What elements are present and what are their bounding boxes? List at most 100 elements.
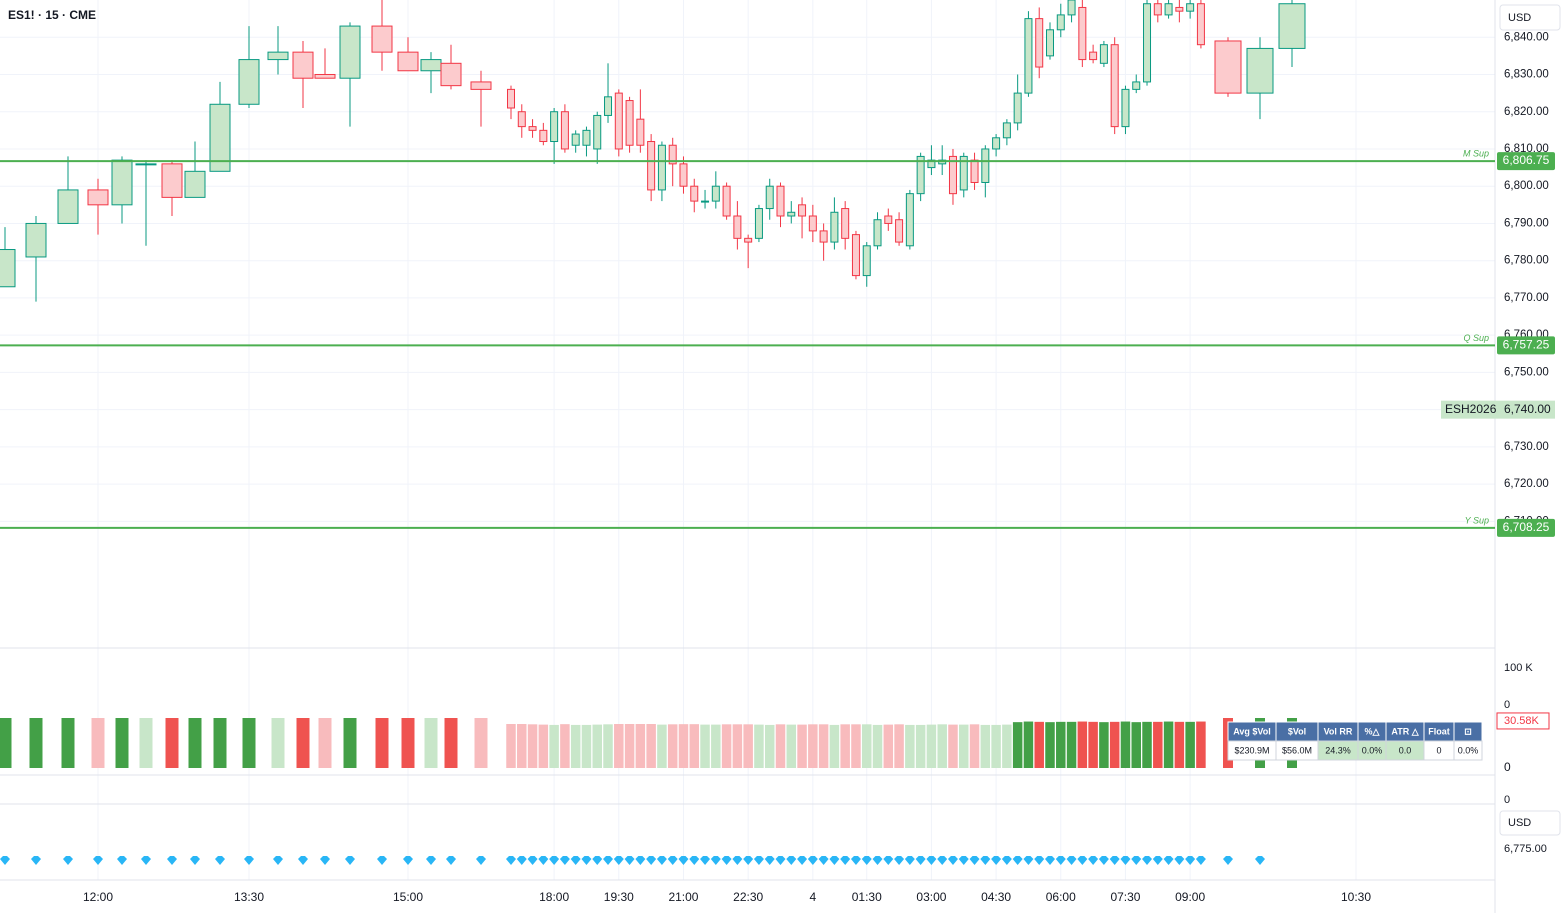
signal-icon bbox=[506, 856, 516, 865]
signal-icon bbox=[1185, 856, 1196, 865]
volume-bar bbox=[614, 724, 624, 768]
pane-tick-label: 0 bbox=[1504, 794, 1510, 806]
table-header: Avg $Vol bbox=[1233, 726, 1271, 736]
signal-icon bbox=[1131, 856, 1142, 865]
volume-bar bbox=[667, 724, 678, 768]
volume-bar bbox=[29, 718, 43, 768]
volume-bar bbox=[1142, 721, 1152, 768]
candle-body bbox=[1110, 44, 1119, 128]
signal-icon bbox=[624, 856, 635, 865]
candle-body bbox=[1186, 3, 1195, 12]
currency-box bbox=[1499, 810, 1561, 836]
chart-title: ES1! · 15 · CME bbox=[8, 8, 96, 22]
signal-icon bbox=[549, 856, 560, 865]
volume-bar bbox=[213, 718, 227, 768]
volume-bar bbox=[948, 724, 958, 768]
signal-icon bbox=[63, 856, 73, 865]
volume-last-label: 30.58K bbox=[1504, 715, 1540, 727]
signal-icon bbox=[850, 856, 861, 865]
volume-bar bbox=[1174, 721, 1185, 768]
signal-icon bbox=[667, 856, 678, 865]
volume-bar bbox=[570, 724, 581, 768]
volume-bar bbox=[549, 724, 559, 768]
volume-bar bbox=[624, 724, 635, 768]
candle-body bbox=[636, 118, 645, 146]
signal-icon bbox=[167, 856, 177, 865]
candle-body bbox=[371, 25, 393, 53]
candle-body bbox=[711, 185, 720, 202]
candle-body bbox=[690, 185, 699, 202]
signal-icon bbox=[1012, 856, 1023, 865]
signal-icon bbox=[117, 856, 127, 865]
signal-icon bbox=[904, 856, 915, 865]
signal-icon bbox=[1088, 856, 1099, 865]
volume-bar bbox=[1066, 721, 1077, 768]
volume-bar bbox=[829, 724, 840, 768]
table-value: $230.9M bbox=[1234, 745, 1269, 755]
y-tick-label: 6,770.00 bbox=[1504, 292, 1549, 304]
signal-icon bbox=[947, 856, 958, 865]
stats-table: Avg $Vol $230.9M $Vol $56.0M Vol RR 24.3% %△ 0.… bbox=[1227, 721, 1483, 761]
candle-body bbox=[970, 159, 979, 183]
volume-bar bbox=[444, 718, 458, 768]
table-header: ⊡ bbox=[1464, 726, 1472, 736]
volume-bar bbox=[959, 724, 969, 768]
signal-icon bbox=[980, 856, 991, 865]
candle-body bbox=[895, 219, 904, 243]
volume-bar bbox=[1131, 722, 1141, 768]
level-label: 6,806.75 bbox=[1503, 153, 1550, 167]
signal-icon bbox=[926, 856, 937, 865]
signal-icon bbox=[721, 856, 732, 865]
signal-icon bbox=[883, 856, 894, 865]
x-tick-label: 01:30 bbox=[852, 890, 882, 904]
table-header: ATR △ bbox=[1391, 726, 1419, 736]
candle-body bbox=[992, 137, 1001, 150]
currency-box bbox=[1499, 4, 1561, 31]
volume-bar bbox=[165, 718, 179, 768]
candle-body bbox=[657, 144, 666, 191]
x-tick-label: 13:30 bbox=[234, 890, 264, 904]
candle-body bbox=[314, 73, 336, 79]
pane-tick-label: 100 K bbox=[1504, 662, 1533, 674]
candle-body bbox=[905, 193, 914, 247]
table-header: Float bbox=[1428, 726, 1450, 736]
candle-body bbox=[507, 88, 515, 109]
volume-bar bbox=[603, 724, 613, 768]
volume-bar bbox=[797, 724, 807, 768]
candle-body bbox=[679, 163, 688, 187]
volume-bar bbox=[764, 724, 775, 768]
candle-body bbox=[765, 185, 774, 210]
signal-icon bbox=[1109, 856, 1120, 865]
y-tick-label: 6,810.00 bbox=[1504, 143, 1549, 155]
symbol-price: 6,740.00 bbox=[1504, 402, 1551, 416]
candle-body bbox=[1143, 3, 1152, 83]
candle-body bbox=[582, 129, 591, 146]
table-value: 0.0% bbox=[1458, 745, 1479, 755]
candle-body bbox=[593, 114, 602, 150]
signal-icon bbox=[516, 856, 527, 865]
x-tick-label: 04:30 bbox=[981, 890, 1011, 904]
volume-bar bbox=[840, 724, 850, 768]
signal-icon bbox=[775, 856, 786, 865]
candle-body bbox=[1164, 3, 1173, 16]
candle-body bbox=[668, 144, 677, 165]
signal-icon bbox=[1077, 856, 1088, 865]
y-tick-label: 6,750.00 bbox=[1504, 366, 1549, 378]
signal-icon bbox=[818, 856, 829, 865]
signal-icon bbox=[743, 856, 754, 865]
volume-bar bbox=[808, 724, 818, 768]
signal-icon bbox=[1023, 856, 1034, 865]
x-tick-label: 21:00 bbox=[668, 890, 698, 904]
volume-bar bbox=[506, 724, 516, 768]
volume-bar bbox=[0, 718, 12, 768]
volume-bar bbox=[115, 718, 129, 768]
signal-icon bbox=[689, 856, 700, 865]
signal-icon bbox=[426, 856, 436, 865]
candle-body bbox=[981, 148, 990, 183]
volume-bar bbox=[818, 724, 829, 768]
signal-icon bbox=[915, 856, 926, 865]
candle-body bbox=[808, 215, 817, 232]
level-name: Q Sup bbox=[1463, 333, 1489, 343]
signal-icon bbox=[958, 856, 969, 865]
candle-body bbox=[0, 249, 16, 288]
